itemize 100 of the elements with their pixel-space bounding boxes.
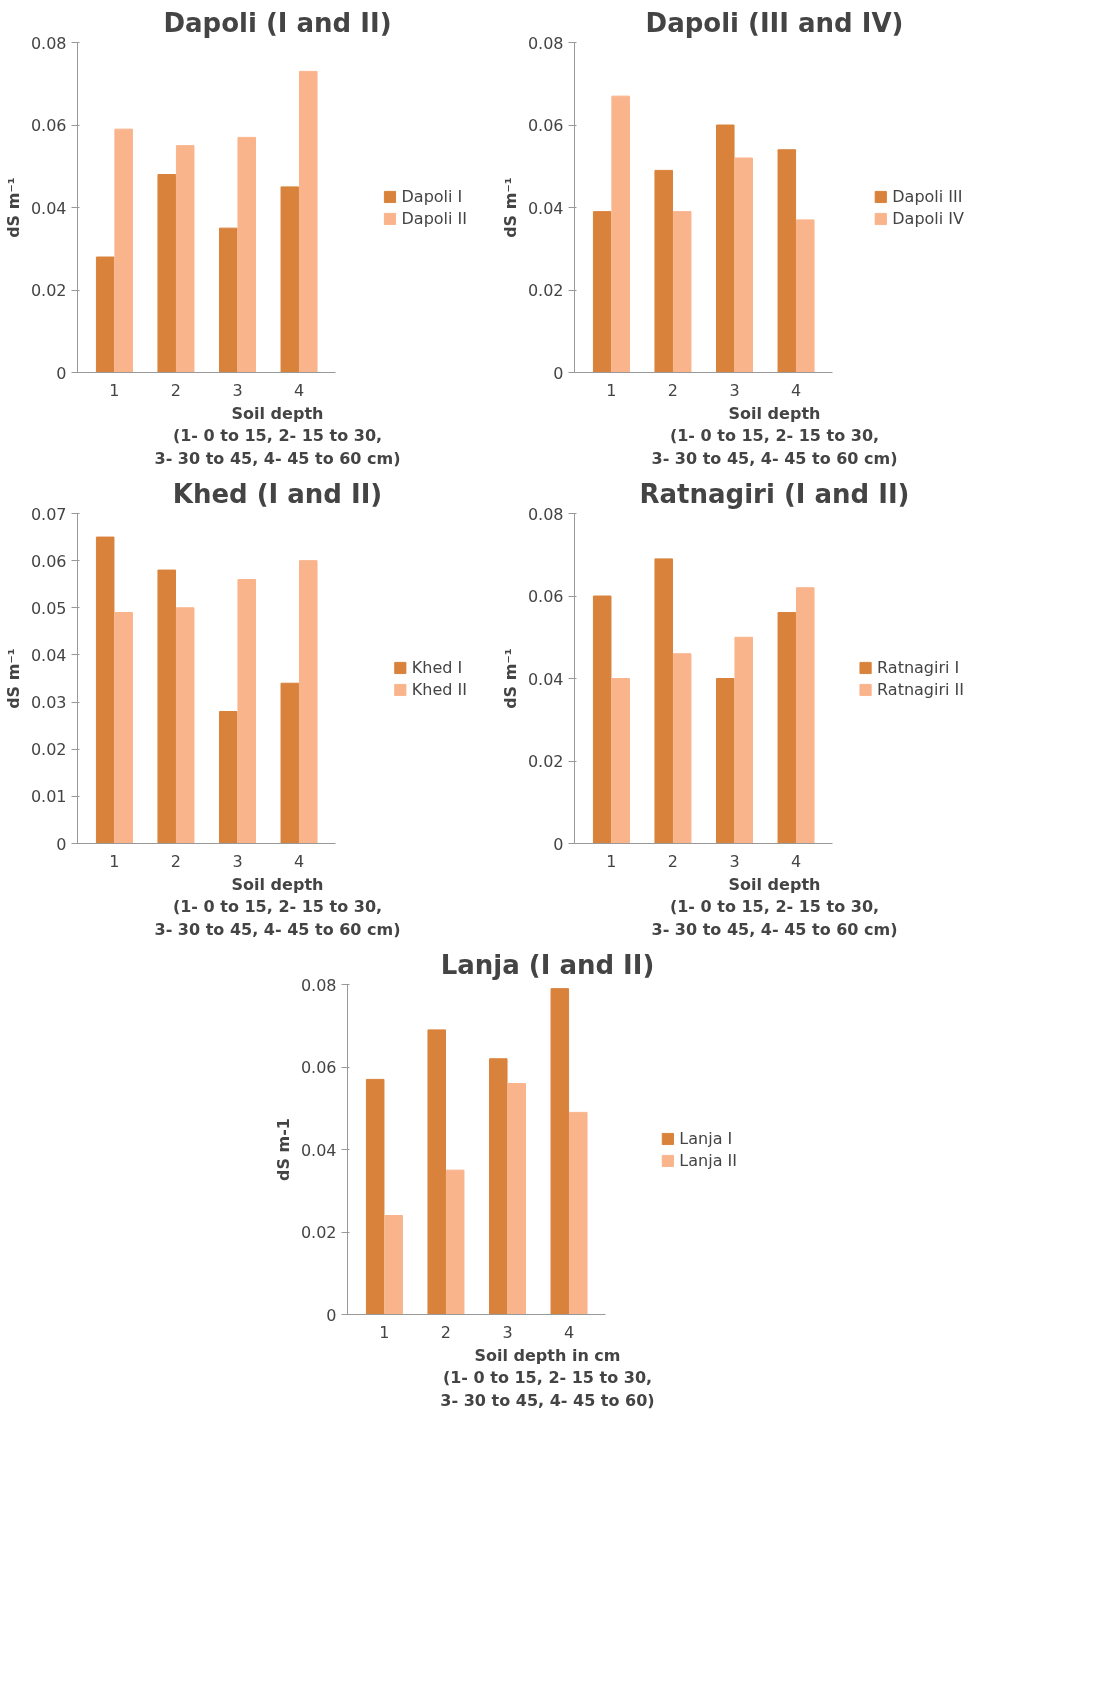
x-axis-title: Soil depth in cm (1- 0 to 15, 2- 15 to 30, 3- 30 to 45, 4- 45 to 60) [440, 1345, 655, 1411]
y-tick-label: 0.06 [30, 551, 67, 571]
y-tick-label: 0.08 [30, 33, 67, 53]
legend-label: Ratnagiri I [877, 657, 960, 677]
bar [777, 149, 797, 373]
bar [95, 536, 115, 844]
y-tick-label: 0.06 [527, 587, 564, 606]
bar [299, 560, 318, 844]
y-tick-label: 0 [553, 834, 564, 854]
y-axis-title: dS m⁻¹ [500, 648, 520, 709]
bar [734, 636, 753, 844]
x-axis-title: Soil depth (1- 0 to 15, 2- 15 to 30, 3- 30 to 45, 4- 45 to 60 cm) [651, 403, 898, 469]
bar [237, 579, 256, 844]
x-axis-title: Soil depth (1- 0 to 15, 2- 15 to 30, 3- 30 to 45, 4- 45 to 60 cm) [651, 874, 898, 940]
y-tick-label: 0.04 [527, 669, 564, 689]
legend-label: Dapoli I [401, 186, 463, 206]
bar [299, 70, 318, 373]
y-axis-title: dS m⁻¹ [3, 648, 23, 709]
y-tick-label: 0.02 [30, 740, 67, 760]
bar [550, 988, 570, 1315]
bar [114, 128, 133, 373]
bar [569, 1111, 588, 1315]
y-tick-label: 0.02 [527, 281, 564, 300]
x-tick-label: 3 [502, 1322, 513, 1342]
bar [489, 1058, 508, 1315]
y-tick-label: 0.08 [527, 504, 564, 524]
bar [654, 558, 673, 844]
chart-title: Dapoli (III and IV) [645, 7, 904, 38]
x-tick-label: 4 [790, 851, 802, 871]
y-tick-label: 0.06 [300, 1058, 337, 1077]
x-tick-label: 4 [563, 1322, 575, 1342]
bar [796, 219, 815, 373]
legend-label: Lanja II [679, 1150, 737, 1170]
legend-label: Ratnagiri II [877, 679, 964, 699]
bar [114, 612, 133, 844]
bar [280, 682, 300, 844]
bar [777, 612, 797, 844]
bar [716, 124, 735, 373]
y-tick-label: 0.04 [30, 198, 67, 218]
chart-title: Dapoli (I and II) [163, 7, 392, 38]
x-axis-title: Soil depth (1- 0 to 15, 2- 15 to 30, 3- 30 to 45, 4- 45 to 60 cm) [154, 874, 401, 940]
bar [219, 711, 238, 844]
y-tick-label: 0.01 [30, 787, 67, 807]
bar [280, 186, 300, 373]
bar [611, 678, 630, 844]
y-axis-title: dS m⁻¹ [500, 177, 520, 238]
bar [384, 1215, 403, 1315]
y-tick-label: 0.02 [30, 281, 67, 300]
legend-label: Dapoli II [401, 208, 467, 228]
y-tick-label: 0.05 [30, 598, 67, 618]
y-tick-label: 0 [553, 363, 564, 383]
legend-label: Dapoli IV [892, 208, 964, 228]
bar [716, 678, 735, 844]
x-tick-label: 2 [667, 851, 679, 871]
x-axis-title: Soil depth (1- 0 to 15, 2- 15 to 30, 3- 30 to 45, 4- 45 to 60 cm) [154, 403, 401, 469]
bar [219, 227, 238, 373]
x-tick-label: 1 [606, 380, 617, 400]
bar [611, 95, 630, 373]
bar [175, 607, 195, 844]
y-tick-label: 0.04 [30, 645, 67, 665]
bar [157, 174, 176, 373]
bar [672, 211, 692, 373]
y-tick-label: 0.08 [527, 33, 564, 53]
x-tick-label: 4 [790, 380, 802, 400]
bar [95, 256, 115, 373]
chart-title: Khed (I and II) [172, 478, 383, 509]
x-tick-label: 3 [232, 851, 243, 871]
x-tick-label: 4 [293, 851, 305, 871]
y-tick-label: 0.02 [527, 752, 564, 771]
bar [507, 1083, 526, 1315]
bar [654, 169, 673, 373]
x-tick-label: 3 [729, 851, 740, 871]
y-tick-label: 0.07 [30, 504, 67, 524]
x-tick-label: 3 [232, 380, 243, 400]
y-tick-label: 0.02 [300, 1223, 337, 1242]
y-tick-label: 0 [56, 834, 67, 854]
y-tick-label: 0.08 [300, 975, 337, 995]
x-tick-label: 1 [606, 851, 617, 871]
x-tick-label: 3 [729, 380, 740, 400]
x-tick-label: 2 [170, 380, 182, 400]
bar [445, 1169, 465, 1315]
chart-title: Ratnagiri (I and II) [639, 478, 910, 509]
y-tick-label: 0.06 [527, 116, 564, 135]
y-tick-label: 0 [56, 363, 67, 383]
bar [157, 569, 176, 844]
legend-label: Khed II [411, 679, 467, 699]
legend-label: Khed I [411, 657, 463, 677]
bar [592, 211, 612, 373]
x-tick-label: 1 [109, 851, 120, 871]
bar [237, 136, 256, 373]
y-axis-title: dS m-1 [273, 1118, 293, 1181]
x-tick-label: 1 [379, 1322, 390, 1342]
y-axis-title: dS m⁻¹ [3, 177, 23, 238]
bar [365, 1078, 385, 1315]
legend-label: Lanja I [679, 1128, 733, 1148]
chart-title: Lanja (I and II) [440, 949, 655, 980]
bar [175, 145, 195, 373]
bar [734, 157, 753, 373]
bar [592, 595, 612, 844]
x-tick-label: 2 [667, 380, 679, 400]
